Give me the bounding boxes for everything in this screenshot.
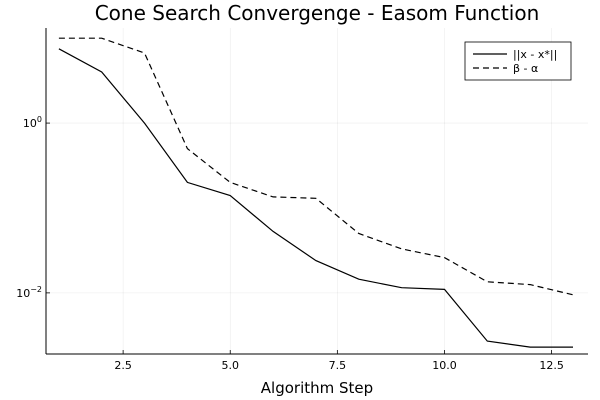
axes-frame xyxy=(45,28,588,355)
legend-label-0: ||x - x*|| xyxy=(513,48,557,61)
x-tick-label-4: 12.5 xyxy=(539,359,564,372)
series-lines xyxy=(58,37,574,348)
x-axis-label: Algorithm Step xyxy=(261,379,373,397)
chart-title: Cone Search Convergenge - Easom Function xyxy=(95,1,540,25)
legend-box xyxy=(464,41,572,81)
series-line-1 xyxy=(58,37,574,296)
y-tick-label-1: 10−2 xyxy=(16,285,42,300)
x-tick-label-3: 10.0 xyxy=(432,359,457,372)
legend: ||x - x*||β - α xyxy=(464,41,572,81)
y-tick-label-0: 100 xyxy=(23,115,42,130)
x-tick-label-0: 2.5 xyxy=(114,359,132,372)
legend-label-1: β - α xyxy=(513,62,538,75)
grid xyxy=(46,28,588,354)
x-tick-label-2: 7.5 xyxy=(329,359,347,372)
tick-labels: 2.5 5.0 7.5 10.0 12.5 100 10−2 xyxy=(16,115,564,372)
series-line-0 xyxy=(58,48,573,348)
x-tick-label-1: 5.0 xyxy=(221,359,239,372)
